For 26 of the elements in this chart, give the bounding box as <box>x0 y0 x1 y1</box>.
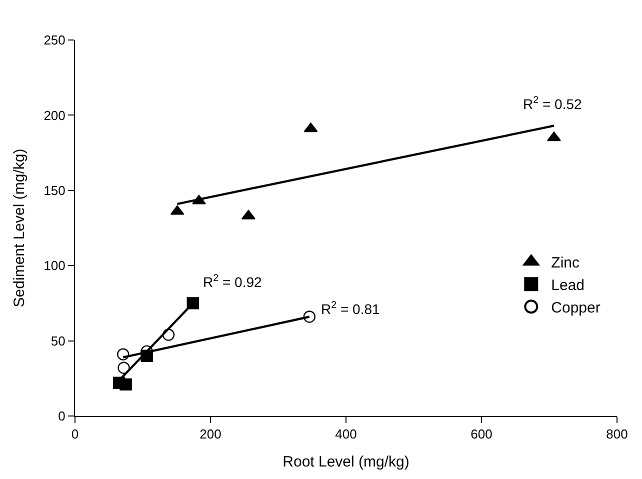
x-tick-label: 0 <box>71 426 79 442</box>
point <box>303 310 316 323</box>
annotation: R$^{2}$ = 0.92 <box>203 273 262 290</box>
y-tick-label: 200 <box>44 108 66 123</box>
legend-label: Copper <box>551 300 600 316</box>
y-tick-label: 250 <box>44 32 66 48</box>
x-tick-label: 800 <box>606 426 628 442</box>
x-tick-label: 400 <box>335 426 357 442</box>
y-tick-label: 50 <box>50 333 66 348</box>
y-tick-label: 150 <box>44 182 66 198</box>
point <box>162 328 175 341</box>
x-axis-title: Root Level (mg/kg) <box>282 454 410 471</box>
y-tick-label: 100 <box>44 258 66 274</box>
point <box>117 348 130 360</box>
annotation: R$^{2}$ = 0.81 <box>321 300 380 317</box>
point <box>547 132 561 142</box>
x-tick-label: 600 <box>470 426 492 442</box>
annotation: R$^{2}$ = 0.52 <box>523 95 582 112</box>
legend-label: Zinc <box>551 254 580 272</box>
point <box>120 378 132 391</box>
y-tick-label: 0 <box>58 408 66 424</box>
legend-label: Lead <box>551 277 585 294</box>
x-tick-label: 200 <box>200 426 222 442</box>
y-axis-title: Sediment Level (mg/kg) <box>10 148 28 308</box>
point <box>118 362 130 374</box>
point <box>186 297 199 310</box>
